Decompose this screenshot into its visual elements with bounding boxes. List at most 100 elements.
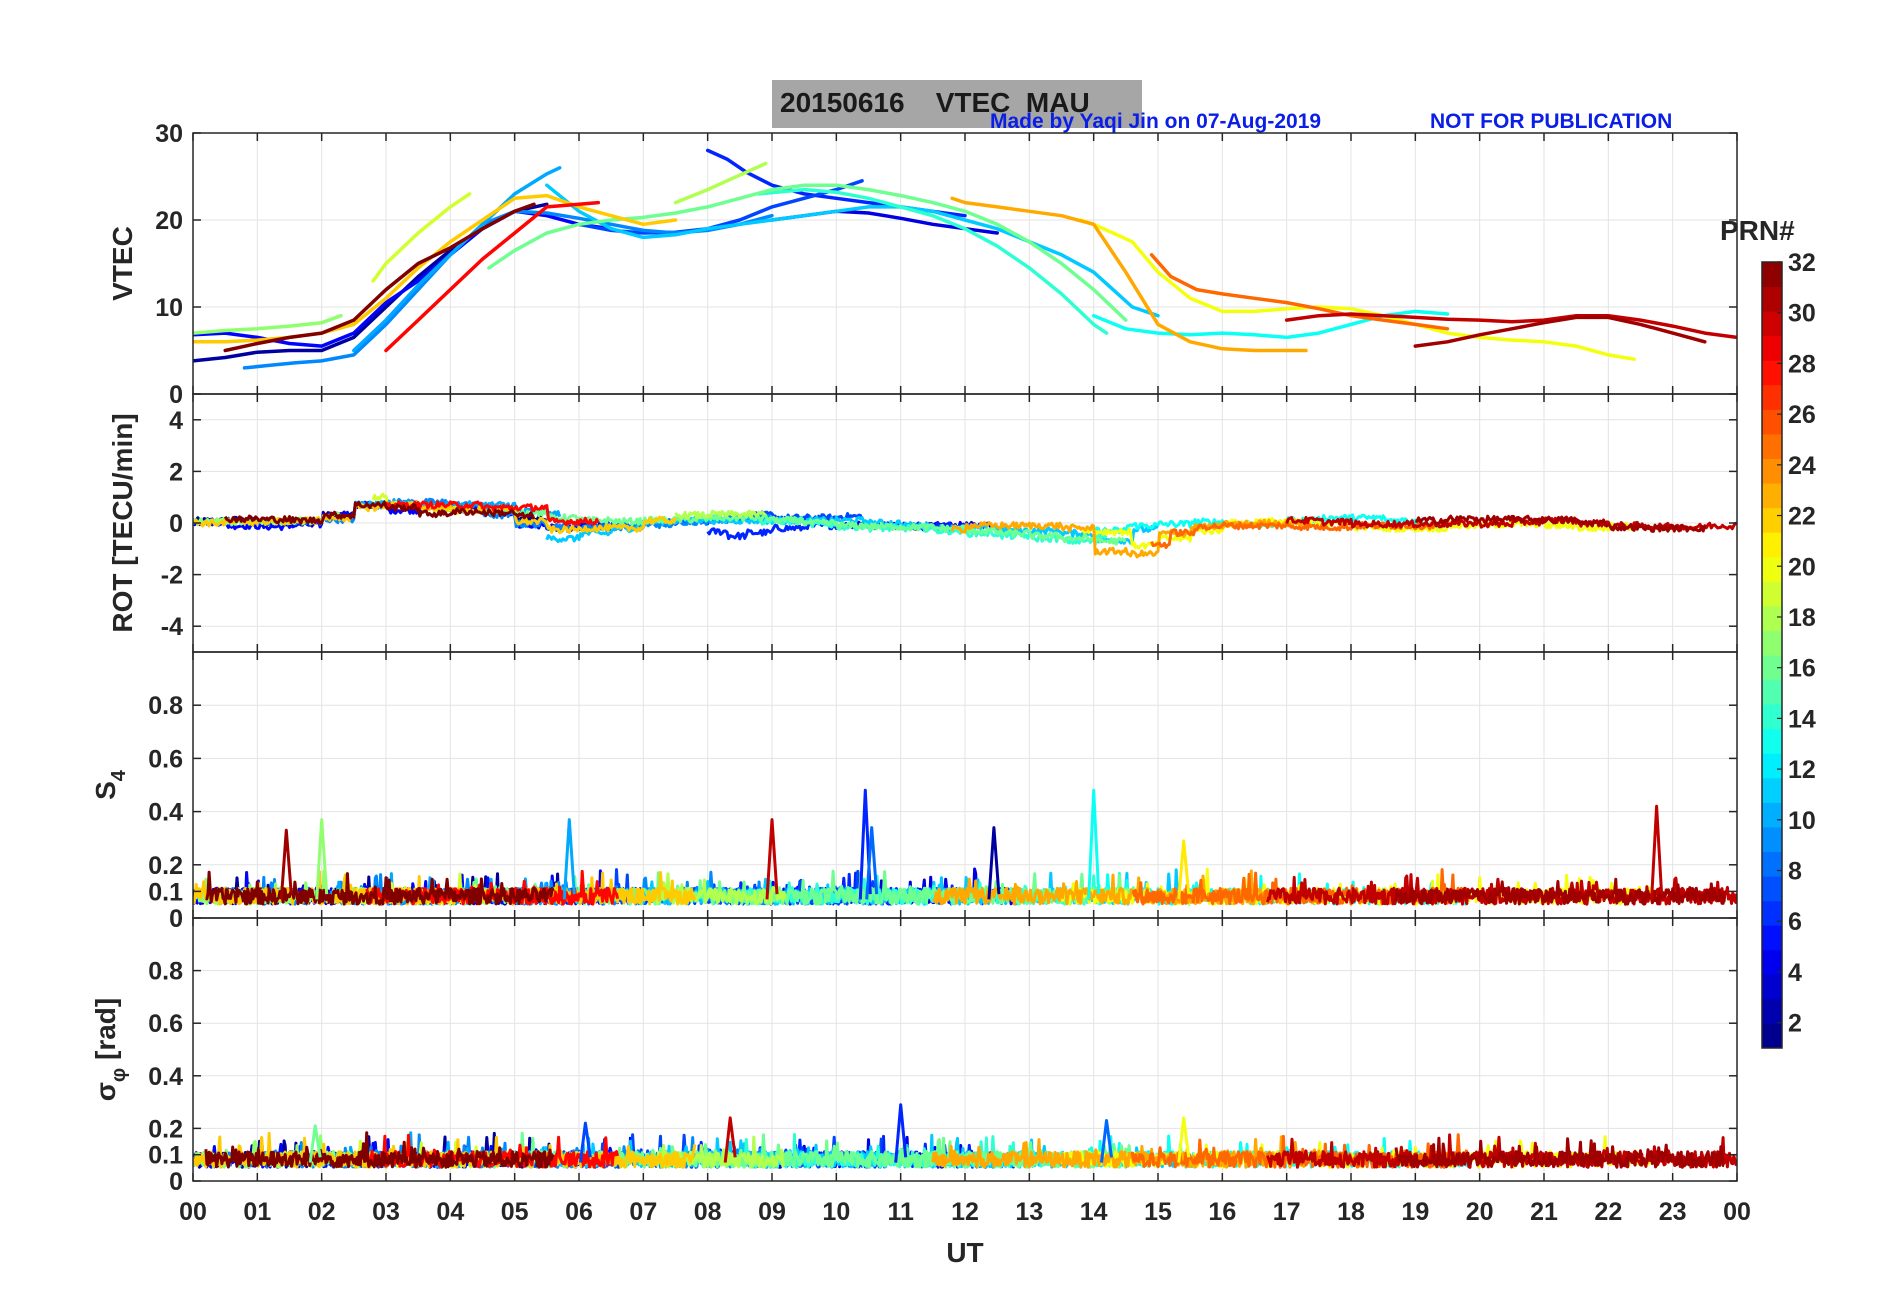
colorbar-tick-label: 2: [1788, 1010, 1802, 1038]
x-tick-label: 08: [694, 1198, 722, 1226]
x-tick-label: 14: [1080, 1198, 1108, 1226]
vtec-axis-title: VTEC: [107, 226, 138, 301]
y-tick-label: 2: [169, 458, 183, 486]
colorbar-tick-label: 24: [1788, 452, 1816, 480]
s4-axis-title: S4: [90, 769, 130, 800]
x-tick-label: 00: [179, 1198, 207, 1226]
axes-layer: 0102030-4-202400.10.20.40.60.800.10.20.4…: [90, 120, 1751, 1268]
y-tick-label: 0: [169, 905, 183, 933]
colorbar-segment: [1762, 655, 1782, 681]
rot-series-prn-18: [674, 509, 767, 520]
y-tick-label: -4: [161, 613, 183, 641]
sigma-phi-spike: [1177, 1116, 1191, 1163]
sigma-phi-spike: [894, 1103, 908, 1163]
s4-spike: [562, 818, 576, 900]
sigma-phi-axis-title: σφ [rad]: [90, 998, 130, 1101]
colorbar-tick-label: 14: [1788, 705, 1816, 733]
y-tick-label: 0.4: [148, 799, 183, 827]
y-tick-label: 0.8: [148, 958, 183, 986]
y-tick-label: 0.1: [148, 1142, 183, 1170]
y-tick-label: 0: [169, 1168, 183, 1196]
colorbar-tick-label: 12: [1788, 756, 1816, 784]
vtec-series-prn-30: [1284, 312, 1737, 340]
colorbar-tick-label: 16: [1788, 655, 1816, 683]
y-tick-label: 4: [169, 407, 183, 435]
s4-spike: [279, 828, 293, 900]
x-tick-label: 23: [1659, 1198, 1687, 1226]
colorbar-segment: [1762, 876, 1782, 902]
credit-text: Made by Yaqi Jin on 07-Aug-2019: [990, 110, 1322, 133]
colorbar-title: PRN#: [1720, 215, 1795, 246]
colorbar-tick-label: 20: [1788, 553, 1816, 581]
sigma-phi-series-prn-32: [204, 1131, 555, 1169]
colorbar-tick-label: 10: [1788, 807, 1816, 835]
x-tick-label: 01: [243, 1198, 271, 1226]
x-tick-label: 03: [372, 1198, 400, 1226]
x-tick-label: 19: [1401, 1198, 1429, 1226]
colorbar-segment: [1762, 483, 1782, 509]
colorbar-tick-label: 26: [1788, 401, 1816, 429]
x-tick-label: 05: [501, 1198, 529, 1226]
colorbar-frame: [1761, 261, 1783, 1049]
y-tick-label: 0.8: [148, 692, 183, 720]
x-tick-label: 06: [565, 1198, 593, 1226]
colorbar-segment: [1762, 998, 1782, 1024]
vtec-series-prn-25: [1149, 253, 1450, 331]
rot-series-prn-16: [487, 506, 1127, 546]
y-tick-label: 0.6: [148, 1010, 183, 1038]
vtec-series-prn-14: [757, 187, 1109, 335]
colorbar-segment: [1762, 704, 1782, 730]
y-tick-label: -2: [161, 562, 183, 590]
sigma-phi-spike: [723, 1116, 737, 1163]
vtec-series-prn-10: [352, 166, 562, 353]
y-tick-label: 0.2: [148, 1115, 183, 1143]
colorbar-segment: [1762, 900, 1782, 926]
s4-spike: [1177, 839, 1191, 900]
x-tick-label: 17: [1273, 1198, 1301, 1226]
vtec-series-prn-32: [223, 202, 536, 353]
x-tick-label: 15: [1144, 1198, 1172, 1226]
y-tick-label: 30: [155, 120, 183, 148]
colorbar-segment: [1762, 777, 1782, 803]
colorbar-segment: [1762, 458, 1782, 484]
colorbar-segment: [1762, 581, 1782, 607]
s4-spike: [1650, 804, 1664, 900]
title-box: [772, 80, 1142, 128]
colorbar-segment: [1762, 974, 1782, 1000]
x-tick-label: 00: [1723, 1198, 1751, 1226]
colorbar-segment: [1762, 311, 1782, 337]
colorbar-segment: [1762, 802, 1782, 828]
colorbar-tick-label: 22: [1788, 503, 1816, 531]
s4-spike: [987, 826, 1001, 900]
colorbar-segment: [1762, 605, 1782, 631]
x-tick-label: 21: [1530, 1198, 1558, 1226]
vtec-series-prn-28: [384, 200, 601, 353]
colorbar-tick-label: 6: [1788, 908, 1802, 936]
colorbar-segment: [1762, 728, 1782, 754]
vtec-series-prn-19: [371, 192, 472, 283]
vtec-series-prn-17: [193, 313, 343, 335]
y-tick-label: 0.2: [148, 852, 183, 880]
sigma-phi-series-prn-28: [365, 1133, 620, 1169]
series-layer: [193, 148, 1737, 1169]
rot-series-prn-31: [1415, 514, 1707, 533]
vtec-series-prn-20: [1079, 218, 1636, 361]
colorbar-tick-label: 18: [1788, 604, 1816, 632]
x-tick-label: 07: [629, 1198, 657, 1226]
x-tick-label: 13: [1015, 1198, 1043, 1226]
sigma-phi-spike: [308, 1124, 322, 1163]
x-tick-label: 02: [308, 1198, 336, 1226]
x-tick-label: 22: [1594, 1198, 1622, 1226]
colorbar-segment: [1762, 507, 1782, 533]
colorbar-segment: [1762, 360, 1782, 386]
colorbar-segment: [1762, 851, 1782, 877]
colorbar-segment: [1762, 433, 1782, 459]
colorbar-segment: [1762, 949, 1782, 975]
colorbar-tick-label: 8: [1788, 858, 1802, 886]
rot-axis-title: ROT [TECU/min]: [107, 413, 138, 632]
x-tick-label: 18: [1337, 1198, 1365, 1226]
s4-spike: [315, 818, 329, 900]
colorbar-segment: [1762, 262, 1782, 288]
